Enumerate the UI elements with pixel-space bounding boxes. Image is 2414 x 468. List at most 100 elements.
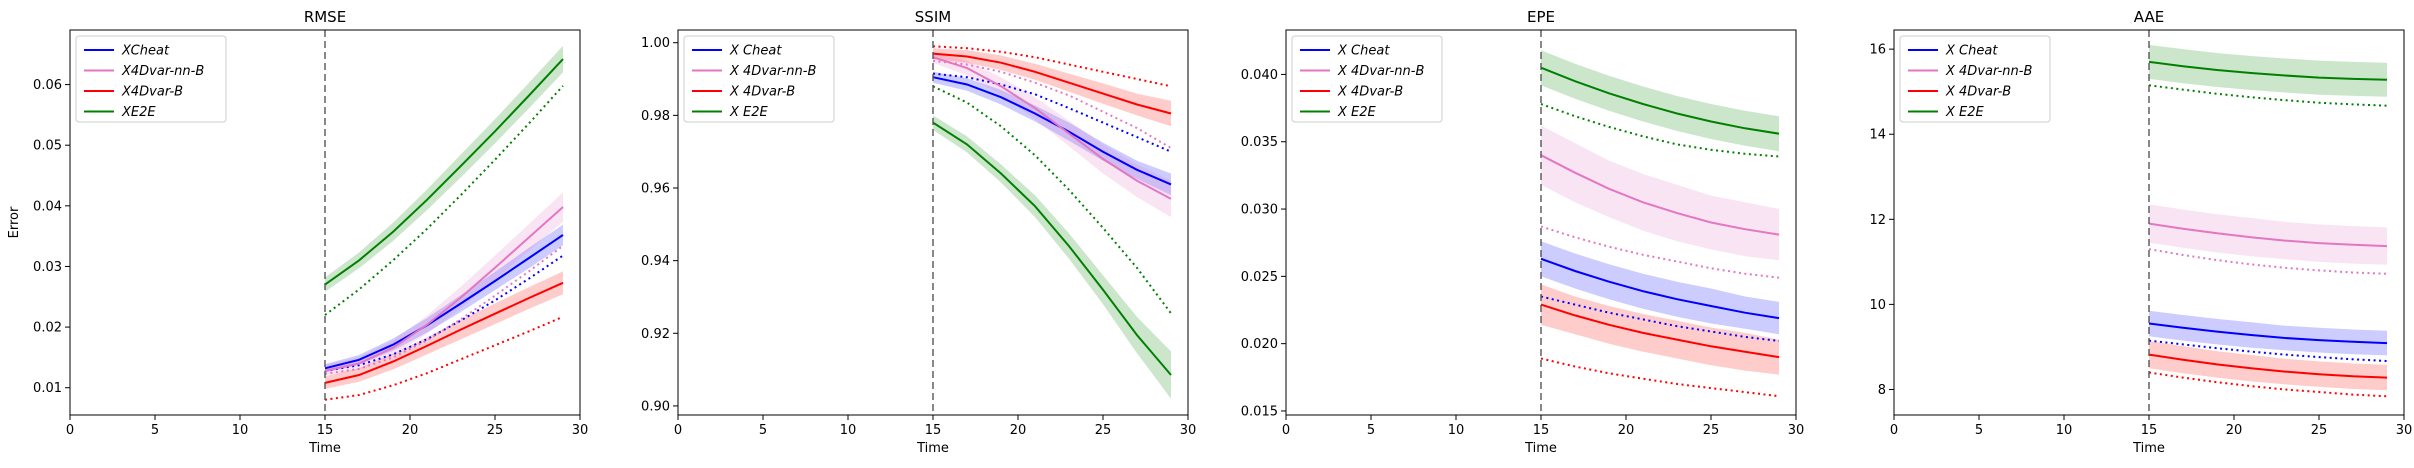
x-tick-label: 5	[759, 423, 767, 438]
x-tick-label: 20	[1618, 423, 1635, 438]
series-line-x-cheat	[2148, 322, 2388, 345]
chart-title: EPE	[1527, 8, 1555, 26]
x-tick-label: 0	[1282, 423, 1290, 438]
confidence-band-x-4dvar-b	[2149, 341, 2387, 391]
series-line-x-cheat	[932, 76, 1172, 186]
legend-box	[75, 35, 227, 123]
plot-area	[324, 30, 564, 415]
x-tick-label: 30	[1788, 423, 1805, 438]
confidence-band-x-cheat	[2149, 310, 2387, 356]
series-line-x-e2e	[932, 121, 1172, 376]
legend-label: X E2E	[729, 105, 769, 120]
legend-label: X E2E	[1945, 105, 1985, 120]
legend-box	[1899, 35, 2051, 123]
x-tick-label: 0	[1890, 423, 1898, 438]
legend-label: X 4Dvar-nn-B	[1337, 64, 1424, 79]
y-tick-label: 16	[1869, 43, 1886, 58]
y-tick-label: 0.04	[33, 199, 62, 214]
x-tick-label: 15	[2141, 423, 2158, 438]
y-tick-label: 0.06	[33, 78, 62, 93]
series-line-x-cheat	[1540, 257, 1780, 320]
plot-area	[1540, 30, 1780, 415]
legend: X Cheat X 4Dvar-nn-B X 4Dvar-B X E2E	[683, 35, 835, 123]
series-line-x-4dvar-nn-b	[932, 56, 1172, 200]
dotted-line-x4dvar-nn-b	[324, 245, 564, 375]
y-tick-label: 0.020	[1241, 337, 1278, 352]
x-tick-label: 30	[1180, 423, 1197, 438]
y-tick-label: 8	[1878, 383, 1886, 398]
legend-label: X 4Dvar-nn-B	[1945, 64, 2032, 79]
x-axis-label: Time	[1524, 441, 1557, 456]
series-line-xcheat	[324, 234, 564, 370]
chart-title: RMSE	[304, 8, 346, 26]
x-tick-label: 25	[1703, 423, 1720, 438]
y-tick-label: 0.03	[33, 260, 62, 275]
legend-label: X Cheat	[1945, 44, 1998, 59]
x-tick-label: 10	[2056, 423, 2073, 438]
x-tick-label: 0	[66, 423, 74, 438]
x-tick-label: 5	[1367, 423, 1375, 438]
confidence-band-xe2e	[325, 45, 563, 292]
legend-label: X4Dvar-B	[121, 85, 183, 100]
legend-label: X Cheat	[729, 44, 782, 59]
series-line-x-e2e	[2148, 60, 2388, 81]
y-tick-label: 1.00	[641, 36, 670, 51]
y-tick-label: 0.05	[33, 139, 62, 154]
dotted-line-x4dvar-b	[324, 315, 564, 401]
legend: XCheat X4Dvar-nn-B X4Dvar-B XE2E	[75, 35, 227, 123]
legend-label: X 4Dvar-B	[1945, 85, 2011, 100]
x-tick-label: 20	[1010, 423, 1027, 438]
x-axis-label: Time	[2132, 441, 2165, 456]
plot-area	[2148, 30, 2388, 415]
legend-label: XE2E	[121, 105, 156, 120]
x-axis-label: Time	[308, 441, 341, 456]
y-tick-label: 0.92	[641, 327, 670, 342]
series-line-x-4dvar-b	[2148, 353, 2388, 379]
plot-area	[932, 30, 1172, 415]
panel-aae: 0 5 10 15 20 25 30 8 10 12 14 16 AAE Time X Cheat X 4Dv…	[1869, 8, 2412, 456]
y-tick-label: 0.025	[1241, 270, 1278, 285]
legend-label: X4Dvar-nn-B	[121, 64, 204, 79]
y-tick-label: 14	[1869, 128, 1886, 143]
panel-epe: 0 5 10 15 20 25 30 0.015 0.020 0.025 0.030 0.035 0.0…	[1241, 8, 1804, 456]
legend-box	[683, 35, 835, 123]
legend-label: XCheat	[121, 44, 170, 59]
y-tick-label: 0.030	[1241, 203, 1278, 218]
confidence-band-x4dvar-nn-b	[325, 192, 563, 377]
dotted-line-x-cheat	[1540, 295, 1780, 342]
x-tick-label: 20	[2226, 423, 2243, 438]
y-tick-label: 0.94	[641, 254, 670, 269]
dotted-line-x-4dvar-b	[1540, 357, 1780, 398]
x-tick-label: 30	[2396, 423, 2413, 438]
x-tick-label: 20	[402, 423, 419, 438]
dotted-line-x-4dvar-nn-b	[932, 59, 1172, 149]
dotted-line-x-cheat	[2148, 339, 2388, 362]
y-tick-label: 0.040	[1241, 68, 1278, 83]
x-tick-label: 15	[317, 423, 334, 438]
series-line-x-4dvar-b	[1540, 303, 1780, 359]
y-tick-label: 0.035	[1241, 135, 1278, 150]
x-tick-label: 30	[572, 423, 589, 438]
confidence-band-x-e2e	[933, 115, 1171, 399]
dotted-line-x-e2e	[2148, 84, 2388, 107]
series-line-x4dvar-nn-b	[324, 206, 564, 372]
legend: X Cheat X 4Dvar-nn-B X 4Dvar-B X E2E	[1899, 35, 2051, 123]
confidence-band-x-e2e	[1541, 50, 1779, 152]
dotted-line-x-cheat	[932, 72, 1172, 153]
confidence-band-x-4dvar-nn-b	[2149, 204, 2387, 265]
x-tick-label: 15	[1533, 423, 1550, 438]
x-tick-label: 15	[925, 423, 942, 438]
confidence-band-x-4dvar-b	[933, 48, 1171, 127]
y-tick-label: 0.015	[1241, 404, 1278, 419]
dotted-line-x-e2e	[1540, 103, 1780, 158]
y-axis-label: Error	[7, 206, 22, 238]
x-axis-label: Time	[916, 441, 949, 456]
chart-title: SSIM	[915, 8, 951, 26]
legend-label: X E2E	[1337, 105, 1377, 120]
dotted-line-x-e2e	[932, 85, 1172, 314]
series-line-x-4dvar-nn-b	[1540, 154, 1780, 236]
x-tick-label: 0	[674, 423, 682, 438]
y-tick-label: 0.02	[33, 321, 62, 336]
dotted-line-x-4dvar-nn-b	[2148, 248, 2388, 275]
